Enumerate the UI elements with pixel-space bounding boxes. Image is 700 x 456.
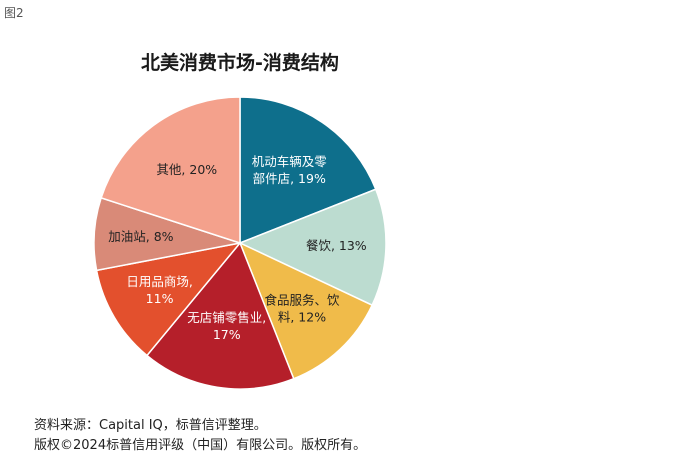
pie-slice-4: [95, 241, 242, 357]
slice-label-0: 机动车辆及零部件店, 19%: [252, 154, 328, 186]
pie-slice-2: [238, 241, 374, 380]
copyright-note: 版权©2024标普信用评级（中国）有限公司。版权所有。: [34, 438, 367, 453]
slice-label-5: 加油站, 8%: [108, 229, 173, 244]
slice-label-3: 无店铺零售业, 17%: [187, 310, 266, 342]
pie-slice-6: [100, 96, 241, 245]
figure-label: 图2: [4, 6, 24, 20]
chart-title: 北美消费市场-消费结构: [141, 52, 339, 74]
slice-label-6: 其他, 20%: [156, 162, 217, 177]
pie-slice-0: [239, 96, 377, 245]
slice-label-2: 食品服务、饮料, 12%: [264, 292, 340, 324]
slice-label-1: 餐饮, 13%: [306, 238, 367, 253]
pie-slice-3: [145, 241, 295, 390]
slice-label-4: 日用品商场, 11%: [126, 274, 192, 306]
pie-slice-1: [238, 188, 387, 307]
source-note: 资料来源：Capital IQ，标普信评整理。: [34, 418, 267, 433]
